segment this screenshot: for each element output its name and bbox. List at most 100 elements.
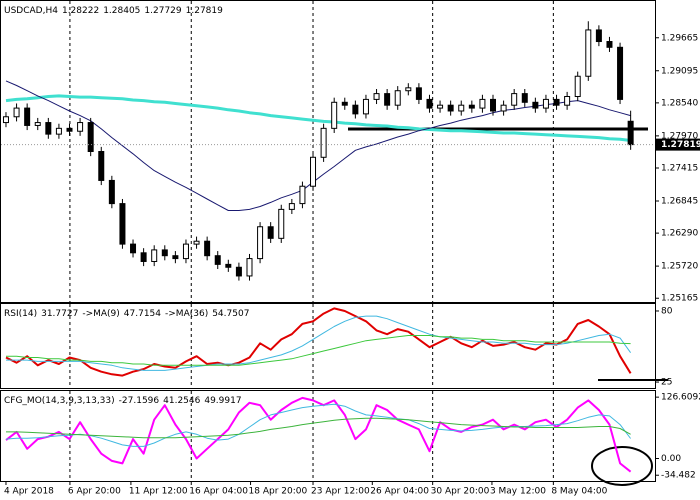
- candle-body: [2, 116, 9, 124]
- candle-body: [267, 226, 274, 239]
- candle-body: [468, 104, 475, 109]
- header-item: RSI(14): [4, 309, 37, 319]
- current-price-label: 1.27819: [661, 140, 700, 150]
- x-tick-label: 11 Apr 12:00: [129, 487, 188, 497]
- candle-body: [214, 255, 221, 265]
- header-item: 54.7507: [212, 309, 249, 319]
- candle-body: [511, 93, 518, 106]
- candle-body: [288, 203, 295, 210]
- candle-body: [574, 75, 581, 98]
- line-series: [5, 94, 631, 142]
- y-tick-label: 1.28540: [661, 98, 698, 108]
- line-series: [6, 335, 631, 366]
- candle-body: [172, 255, 179, 260]
- candle-body: [246, 258, 253, 277]
- candle-body: [521, 93, 528, 103]
- candle-body: [331, 101, 338, 129]
- header-item: ->MA(9): [82, 309, 119, 319]
- candle-body: [384, 93, 391, 106]
- candle-body: [24, 107, 31, 126]
- candle-body: [447, 104, 454, 112]
- candle-body: [235, 266, 242, 277]
- candle-body: [13, 107, 20, 118]
- current-price-box: [656, 138, 700, 151]
- candle-body: [320, 127, 327, 158]
- header-item: CFG_MO(14,3,9,3,13,33): [4, 396, 115, 406]
- y-tick-label: 1.25165: [661, 294, 698, 304]
- candle-body: [225, 263, 232, 268]
- header-item: -27.1596: [119, 396, 160, 406]
- candle-body: [595, 29, 602, 43]
- x-tick-label: 6 Apr 20:00: [68, 487, 121, 497]
- candle-body: [151, 249, 158, 262]
- candle-body: [437, 104, 444, 109]
- candle-body: [45, 122, 52, 135]
- y-tick-label: 1.27970: [661, 131, 698, 141]
- candle-body: [415, 87, 422, 100]
- line-series: [5, 396, 632, 473]
- candle-body: [352, 104, 359, 115]
- candle-body: [627, 120, 634, 146]
- candle-body: [564, 96, 571, 106]
- x-tick-label: 3 May 12:00: [490, 487, 546, 497]
- candle-body: [585, 29, 592, 77]
- candle-body: [66, 127, 73, 132]
- x-tick-label: 8 May 04:00: [551, 487, 607, 497]
- header-item: USDCAD,H4: [4, 6, 58, 16]
- header-item: 31.7727: [41, 309, 78, 319]
- candle-body: [204, 240, 211, 257]
- header-item: 49.9917: [204, 396, 241, 406]
- candle-body: [182, 243, 189, 260]
- candle-body: [55, 127, 62, 135]
- y-tick-label: -34.482: [661, 471, 696, 481]
- y-tick-label: 1.26845: [661, 196, 698, 206]
- candle-body: [108, 179, 115, 205]
- header-item: 1.28222: [62, 6, 99, 16]
- panel-header: CFG_MO(14,3,9,3,13,33) -27.1596 41.2546 49.…: [4, 396, 242, 406]
- candle-body: [87, 122, 94, 153]
- candle-body: [373, 93, 380, 100]
- header-item: 1.27819: [186, 6, 223, 16]
- candle-body: [278, 208, 285, 239]
- line-series: [6, 315, 632, 371]
- y-tick-label: 25: [661, 378, 672, 388]
- rsi-panel: [0, 303, 656, 389]
- x-tick-label: 16 Apr 04:00: [189, 487, 248, 497]
- candle-body: [119, 203, 126, 245]
- candle-body: [479, 98, 486, 109]
- candle-body: [299, 185, 306, 205]
- candle-body: [341, 101, 348, 106]
- candle-body: [405, 87, 412, 92]
- candle-body: [310, 156, 317, 187]
- panel-header: RSI(14) 31.7727 ->MA(9) 47.7154 ->MA(36) 54.7…: [4, 309, 249, 319]
- candle-body: [500, 104, 507, 112]
- y-tick-label: 1.27415: [661, 163, 698, 173]
- header-item: ->MA(36): [165, 309, 208, 319]
- highlight-circle: [591, 446, 653, 486]
- candle-body: [553, 98, 560, 106]
- x-tick-label: 23 Apr 12:00: [311, 487, 370, 497]
- y-tick-label: 126.6092: [661, 393, 700, 403]
- candle-body: [193, 240, 200, 245]
- candle-body: [606, 41, 613, 48]
- candle-body: [362, 98, 369, 115]
- y-tick-label: 80: [661, 306, 673, 316]
- candle-body: [161, 249, 168, 257]
- line-series: [6, 417, 631, 439]
- candle-body: [617, 46, 624, 100]
- candle-body: [532, 101, 539, 109]
- candle-body: [77, 122, 84, 132]
- header-item: 1.27729: [144, 6, 181, 16]
- panel-header: USDCAD,H4 1.28222 1.28405 1.27729 1.27819: [4, 6, 223, 16]
- x-tick-label: 4 Apr 2018: [4, 487, 54, 497]
- candle-body: [34, 122, 41, 126]
- y-tick-label: 1.25720: [661, 262, 698, 272]
- candle-body: [140, 252, 147, 262]
- panel-frames: [0, 0, 656, 482]
- candle-body: [458, 104, 465, 112]
- x-tick-label: 30 Apr 20:00: [431, 487, 490, 497]
- line-series: [5, 307, 632, 377]
- cfg-panel: [0, 390, 656, 482]
